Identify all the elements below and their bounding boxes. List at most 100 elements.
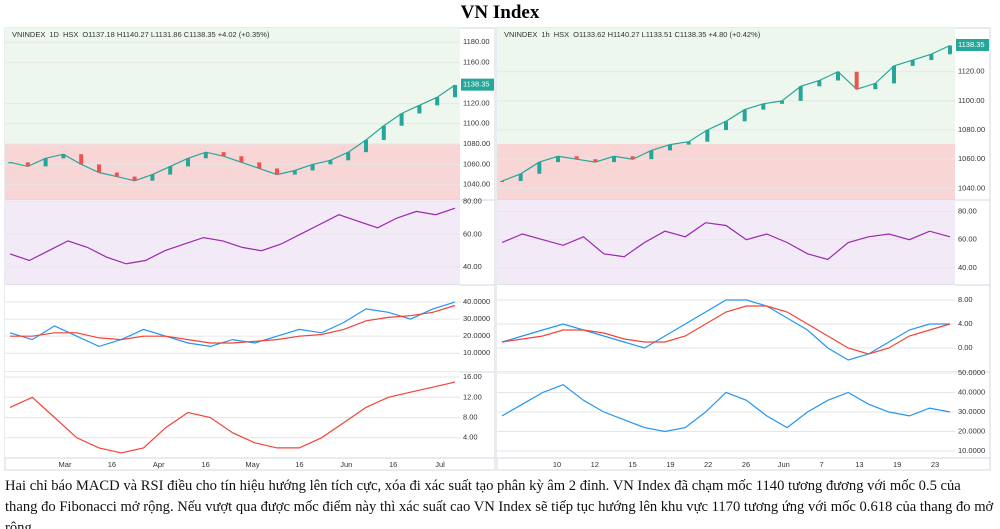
x-tick-label: 23 xyxy=(931,460,939,469)
candle xyxy=(203,152,208,159)
candle xyxy=(79,154,84,165)
candle xyxy=(132,176,137,181)
candle xyxy=(854,71,859,90)
candle xyxy=(836,71,840,81)
x-tick-label: 22 xyxy=(704,460,712,469)
y-tick-label: 8.00 xyxy=(463,413,478,422)
x-tick-label: 13 xyxy=(855,460,863,469)
indicator-line xyxy=(501,305,951,355)
candle xyxy=(929,54,934,61)
header-exchange: HSX xyxy=(63,30,78,39)
price-label: 1138.35 xyxy=(463,80,490,89)
indicator-line xyxy=(501,384,951,433)
y-tick-label: 10.0000 xyxy=(463,348,490,357)
price-label-bg xyxy=(461,78,494,91)
indicator-line xyxy=(10,304,456,344)
candle xyxy=(257,162,262,169)
candle xyxy=(910,60,915,66)
candle xyxy=(761,103,766,110)
y-tick-label: 1180.00 xyxy=(463,37,490,46)
candle xyxy=(556,156,560,163)
candle xyxy=(186,158,190,167)
y-tick-label: 50.0000 xyxy=(958,368,985,377)
y-tick-label: 1160.00 xyxy=(463,58,490,67)
lower-zone xyxy=(5,144,460,200)
candle xyxy=(328,160,333,165)
x-tick-label: 7 xyxy=(820,460,824,469)
candle xyxy=(518,173,523,182)
x-tick-label: 16 xyxy=(295,460,303,469)
x-tick-label: 16 xyxy=(201,460,209,469)
candle xyxy=(310,164,315,171)
y-tick-label: 30.0000 xyxy=(958,407,985,416)
y-tick-label: 40.00 xyxy=(958,263,977,272)
candle xyxy=(114,172,119,177)
x-tick-label: 15 xyxy=(628,460,636,469)
header-ohlc: O1137.18 H1140.27 L1131.86 C1138.35 +4.0… xyxy=(82,30,270,39)
price-label: 1138.35 xyxy=(958,40,985,49)
y-tick-label: 1060.00 xyxy=(958,154,985,163)
y-tick-label: 40.00 xyxy=(463,262,482,271)
y-tick-label: 60.00 xyxy=(463,229,482,238)
x-tick-label: Jul xyxy=(435,460,445,469)
candle xyxy=(346,152,351,161)
y-tick-label: 10.0000 xyxy=(958,446,985,455)
y-tick-label: 40.0000 xyxy=(463,297,490,306)
candle xyxy=(292,170,297,175)
y-tick-label: 4.00 xyxy=(463,433,478,442)
x-tick-label: 16 xyxy=(389,460,397,469)
y-tick-label: 80.00 xyxy=(958,206,977,215)
candle xyxy=(43,158,48,167)
y-tick-label: 60.00 xyxy=(958,235,977,244)
candle xyxy=(500,181,504,183)
indicator-line xyxy=(9,84,456,182)
candle xyxy=(435,97,440,106)
chart-header: VNINDEX 1h HSX O1133.62 H1140.27 L1133.51 C… xyxy=(504,30,761,39)
title: VN Index xyxy=(460,2,540,23)
header-exchange: HSX xyxy=(554,30,569,39)
y-tick-label: 1100.00 xyxy=(463,119,490,128)
y-tick-label: 1080.00 xyxy=(958,125,985,134)
candle xyxy=(724,121,728,131)
candle xyxy=(574,156,579,160)
lower-zone xyxy=(497,144,955,200)
y-tick-label: 16.00 xyxy=(463,372,482,381)
panel-bg xyxy=(5,285,460,372)
x-tick-label: 16 xyxy=(108,460,116,469)
indicator-line xyxy=(501,222,951,261)
candle xyxy=(798,86,803,101)
candle xyxy=(686,141,691,145)
candle xyxy=(275,168,279,175)
header-interval: 1h xyxy=(541,30,549,39)
x-tick-label: Jun xyxy=(340,460,352,469)
x-tick-label: May xyxy=(245,460,259,469)
y-tick-label: 1040.00 xyxy=(463,180,490,189)
candle xyxy=(97,164,101,173)
panel-bg xyxy=(5,200,460,285)
y-tick-label: 4.00 xyxy=(958,319,973,328)
candle xyxy=(453,84,457,98)
panel-bg xyxy=(497,372,955,458)
paragraph: Hai chỉ báo MACD và RSI điều cho tín hiệ… xyxy=(5,478,994,529)
header-symbol: VNINDEX xyxy=(504,30,537,39)
x-tick-label: 19 xyxy=(893,460,901,469)
y-tick-label: 12.00 xyxy=(463,392,482,401)
chart-header: VNINDEX 1D HSX O1137.18 H1140.27 L1131.86 C… xyxy=(12,30,270,39)
y-tick-label: 1120.00 xyxy=(958,67,985,76)
candle xyxy=(168,166,173,175)
header-interval: 1D xyxy=(49,30,59,39)
panel-bg xyxy=(497,200,955,285)
x-tick-label: 12 xyxy=(591,460,599,469)
candle xyxy=(8,162,12,164)
y-tick-label: 1040.00 xyxy=(958,183,985,192)
header-ohlc: O1133.62 H1140.27 L1133.51 C1138.35 +4.8… xyxy=(573,30,761,39)
panel-bg xyxy=(497,285,955,372)
candle xyxy=(61,154,66,159)
x-tick-label: 26 xyxy=(742,460,750,469)
y-tick-label: 1100.00 xyxy=(958,96,985,105)
candle xyxy=(780,100,784,104)
y-tick-label: 1120.00 xyxy=(463,98,490,107)
candle xyxy=(742,109,747,122)
candle xyxy=(364,139,368,153)
